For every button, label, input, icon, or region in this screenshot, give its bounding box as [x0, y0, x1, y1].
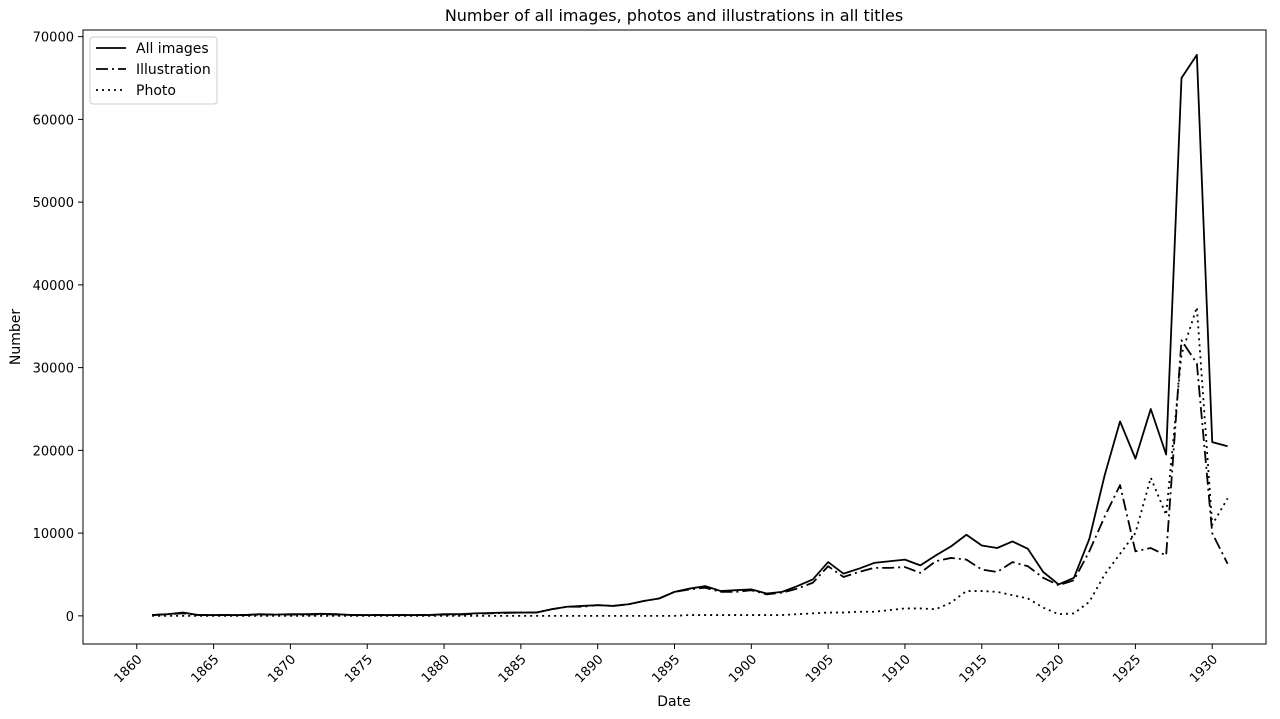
x-tick-label-2: 1870 — [265, 652, 299, 686]
series-line-1 — [152, 339, 1229, 616]
legend-label-0: All images — [136, 41, 209, 57]
x-tick-label-10: 1910 — [880, 652, 914, 686]
plot-area — [82, 29, 1267, 645]
x-tick-label-1: 1865 — [188, 652, 222, 686]
x-axis-label: Date — [657, 694, 690, 710]
legend: All images Illustration Photo — [89, 36, 218, 105]
x-tick-label-6: 1890 — [573, 652, 607, 686]
y-tick-label-6: 60000 — [33, 113, 74, 128]
y-tick-label-5: 50000 — [33, 196, 74, 211]
x-tick-label-9: 1905 — [803, 652, 837, 686]
x-tick-label-8: 1900 — [726, 652, 760, 686]
x-tick-label-14: 1930 — [1187, 652, 1221, 686]
legend-label-2: Photo — [136, 83, 176, 99]
y-tick-label-4: 40000 — [33, 279, 74, 294]
legend-label-1: Illustration — [136, 62, 211, 78]
legend-box — [89, 36, 218, 105]
y-axis: 0 10000 20000 30000 40000 50000 60000 70000 — [33, 31, 83, 625]
x-tick-label-11: 1915 — [957, 652, 991, 686]
y-axis-label: Number — [8, 309, 24, 365]
series-line-2 — [152, 306, 1229, 617]
x-tick-label-13: 1925 — [1110, 652, 1144, 686]
y-tick-label-0: 0 — [66, 610, 74, 625]
y-tick-label-7: 70000 — [33, 31, 74, 46]
y-tick-label-2: 20000 — [33, 444, 74, 459]
x-tick-label-3: 1875 — [342, 652, 376, 686]
chart-title: Number of all images, photos and illustr… — [445, 6, 903, 25]
x-tick-label-0: 1860 — [112, 652, 146, 686]
x-axis: 1860 1865 1870 1875 1880 1885 1890 1895 1900 1905… — [112, 644, 1221, 686]
series-line-0 — [152, 53, 1228, 616]
y-tick-label-1: 10000 — [33, 527, 74, 542]
x-tick-label-5: 1885 — [496, 652, 530, 686]
x-tick-label-7: 1895 — [649, 652, 683, 686]
y-tick-label-3: 30000 — [33, 362, 74, 377]
x-tick-label-4: 1880 — [419, 652, 453, 686]
x-tick-label-12: 1920 — [1033, 652, 1067, 686]
